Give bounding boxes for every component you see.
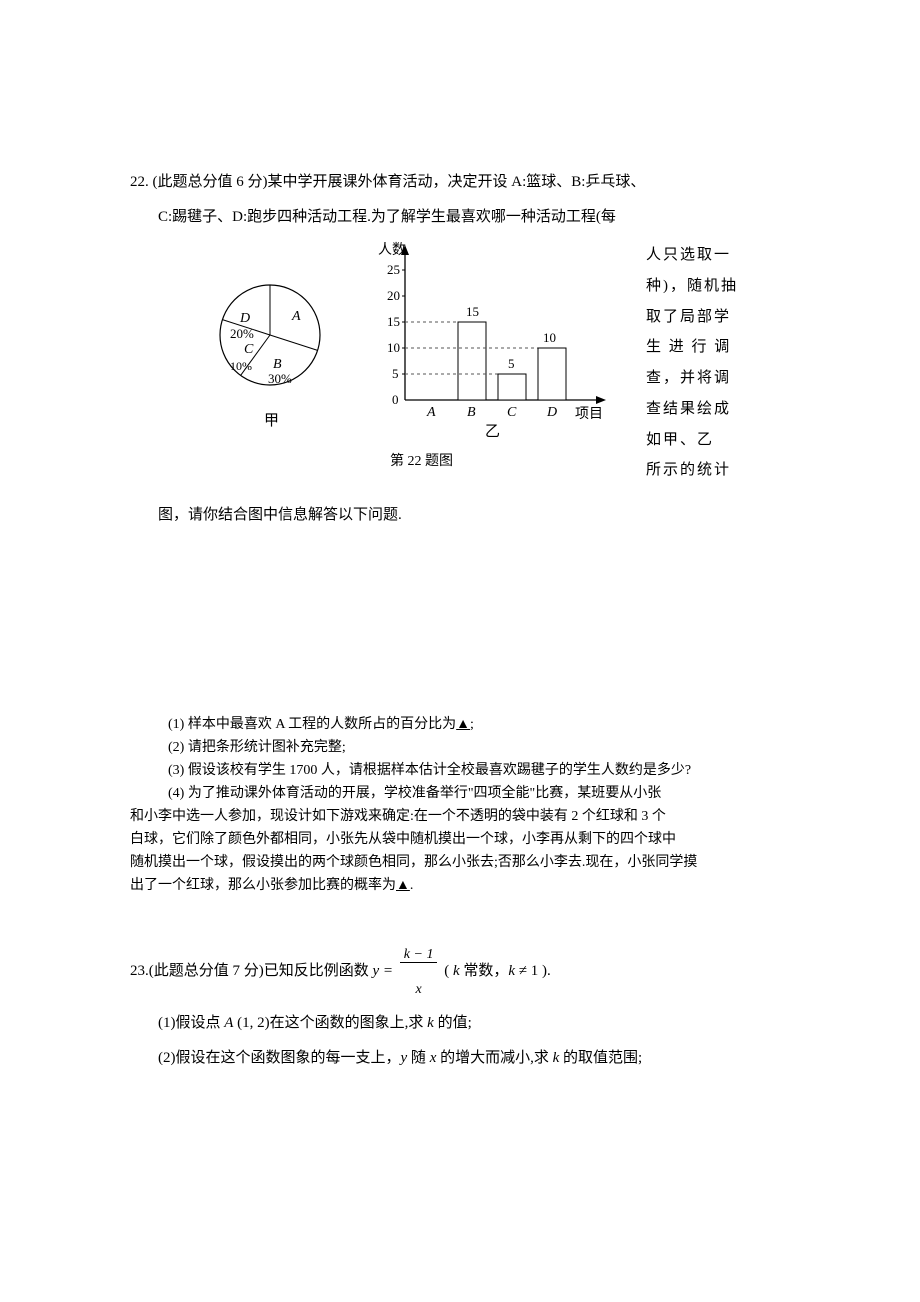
q22-line2: C:踢毽子、D:跑步四种活动工程.为了解学生最喜欢哪一种活动工程(每	[158, 200, 790, 235]
bar-chart: 人数 项目 0 5 10 15 20 25	[378, 242, 606, 440]
figure-caption: 第 22 题图	[390, 452, 453, 469]
bar-yticks: 0 5 10 15 20 25	[387, 262, 400, 407]
pie-slice-pct-b: 30%	[268, 371, 292, 386]
pie-slice-label-d: D	[239, 311, 250, 326]
blank-2: ▲	[396, 878, 410, 893]
q22-figure: A B 30% C 10% D 20% 甲 人数 项目 0	[210, 240, 610, 475]
bar-value-b: 15	[466, 304, 479, 319]
blank-1: ▲	[456, 717, 470, 732]
pie-slice-pct-d: 20%	[230, 326, 254, 341]
q22-item4a: (4) 为了推动课外体育活动的开展，学校准备举行"四项全能"比赛，某班要从小张	[168, 782, 790, 805]
bar-value-d: 10	[543, 330, 556, 345]
q22-item4c: 白球，它们除了颜色外都相同，小张先从袋中随机摸出一个球，小李再从剩下的四个球中	[130, 828, 790, 851]
svg-text:10: 10	[387, 340, 400, 355]
q22-item4d: 随机摸出一个球，假设摸出的两个球颜色相同，那么小张去;否那么小李去.现在，小张同…	[130, 851, 790, 874]
bar-label-yi: 乙	[485, 424, 500, 440]
fraction: k − 1 x	[400, 937, 438, 1006]
q23: 23.(此题总分值 7 分)已知反比例函数 y = k − 1 x ( k 常数…	[130, 937, 790, 1075]
q22-svg: A B 30% C 10% D 20% 甲 人数 项目 0	[210, 240, 610, 470]
bar-value-c: 5	[508, 356, 515, 371]
pie-label-jia: 甲	[264, 413, 279, 429]
svg-text:B: B	[467, 405, 476, 420]
q22-subitems: (1) 样本中最喜欢 A 工程的人数所占的百分比为▲; (2) 请把条形统计图补…	[130, 713, 790, 898]
pie-slice-pct-c: 10%	[230, 359, 252, 373]
svg-text:D: D	[546, 405, 557, 420]
q22-header: 22. (此题总分值 6 分)某中学开展课外体育活动，决定开设 A:篮球、B:乒…	[130, 165, 790, 234]
bar-xlabel: 项目	[575, 407, 603, 422]
svg-text:15: 15	[387, 314, 400, 329]
pie-slice-label-b: B	[273, 357, 282, 372]
svg-text:C: C	[507, 405, 517, 420]
q22-item4b: 和小李中选一人参加，现设计如下游戏来确定:在一个不透明的袋中装有 2 个红球和 …	[130, 805, 790, 828]
q22-right-text: 人只选取一 种)，随机抽 取了局部学 生 进 行 调 查，并将调 查结果绘成 如…	[646, 240, 738, 486]
q22-item4e: 出了一个红球，那么小张参加比赛的概率为▲.	[130, 874, 790, 897]
q22-after-figure: 图，请你结合图中信息解答以下问题.	[158, 498, 790, 533]
q22-figure-row: A B 30% C 10% D 20% 甲 人数 项目 0	[130, 240, 790, 486]
svg-text:A: A	[426, 405, 436, 420]
q23-header: 23.(此题总分值 7 分)已知反比例函数 y = k − 1 x ( k 常数…	[130, 937, 790, 1006]
q22-item2: (2) 请把条形统计图补充完整;	[168, 736, 790, 759]
pie-slice-label-a: A	[291, 309, 301, 324]
pie-slice-label-c: C	[244, 342, 254, 357]
q22-item3: (3) 假设该校有学生 1700 人，请根据样本估计全校最喜欢踢毽子的学生人数约…	[168, 759, 790, 782]
pie-chart: A B 30% C 10% D 20% 甲	[220, 285, 320, 429]
svg-text:25: 25	[387, 262, 400, 277]
q23-sub1: (1)假设点 A (1, 2)在这个函数的图象上,求 k 的值;	[158, 1006, 790, 1041]
svg-text:5: 5	[392, 366, 399, 381]
bar-xlabels: A B C D	[426, 405, 557, 420]
q22-line1: 22. (此题总分值 6 分)某中学开展课外体育活动，决定开设 A:篮球、B:乒…	[130, 165, 790, 200]
bar-ylabel: 人数	[378, 242, 406, 258]
q23-sub2: (2)假设在这个函数图象的每一支上，y 随 x 的增大而减小,求 k 的取值范围…	[158, 1041, 790, 1076]
svg-text:20: 20	[387, 288, 400, 303]
svg-text:0: 0	[392, 392, 399, 407]
q22-item1: (1) 样本中最喜欢 A 工程的人数所占的百分比为▲;	[168, 713, 790, 736]
